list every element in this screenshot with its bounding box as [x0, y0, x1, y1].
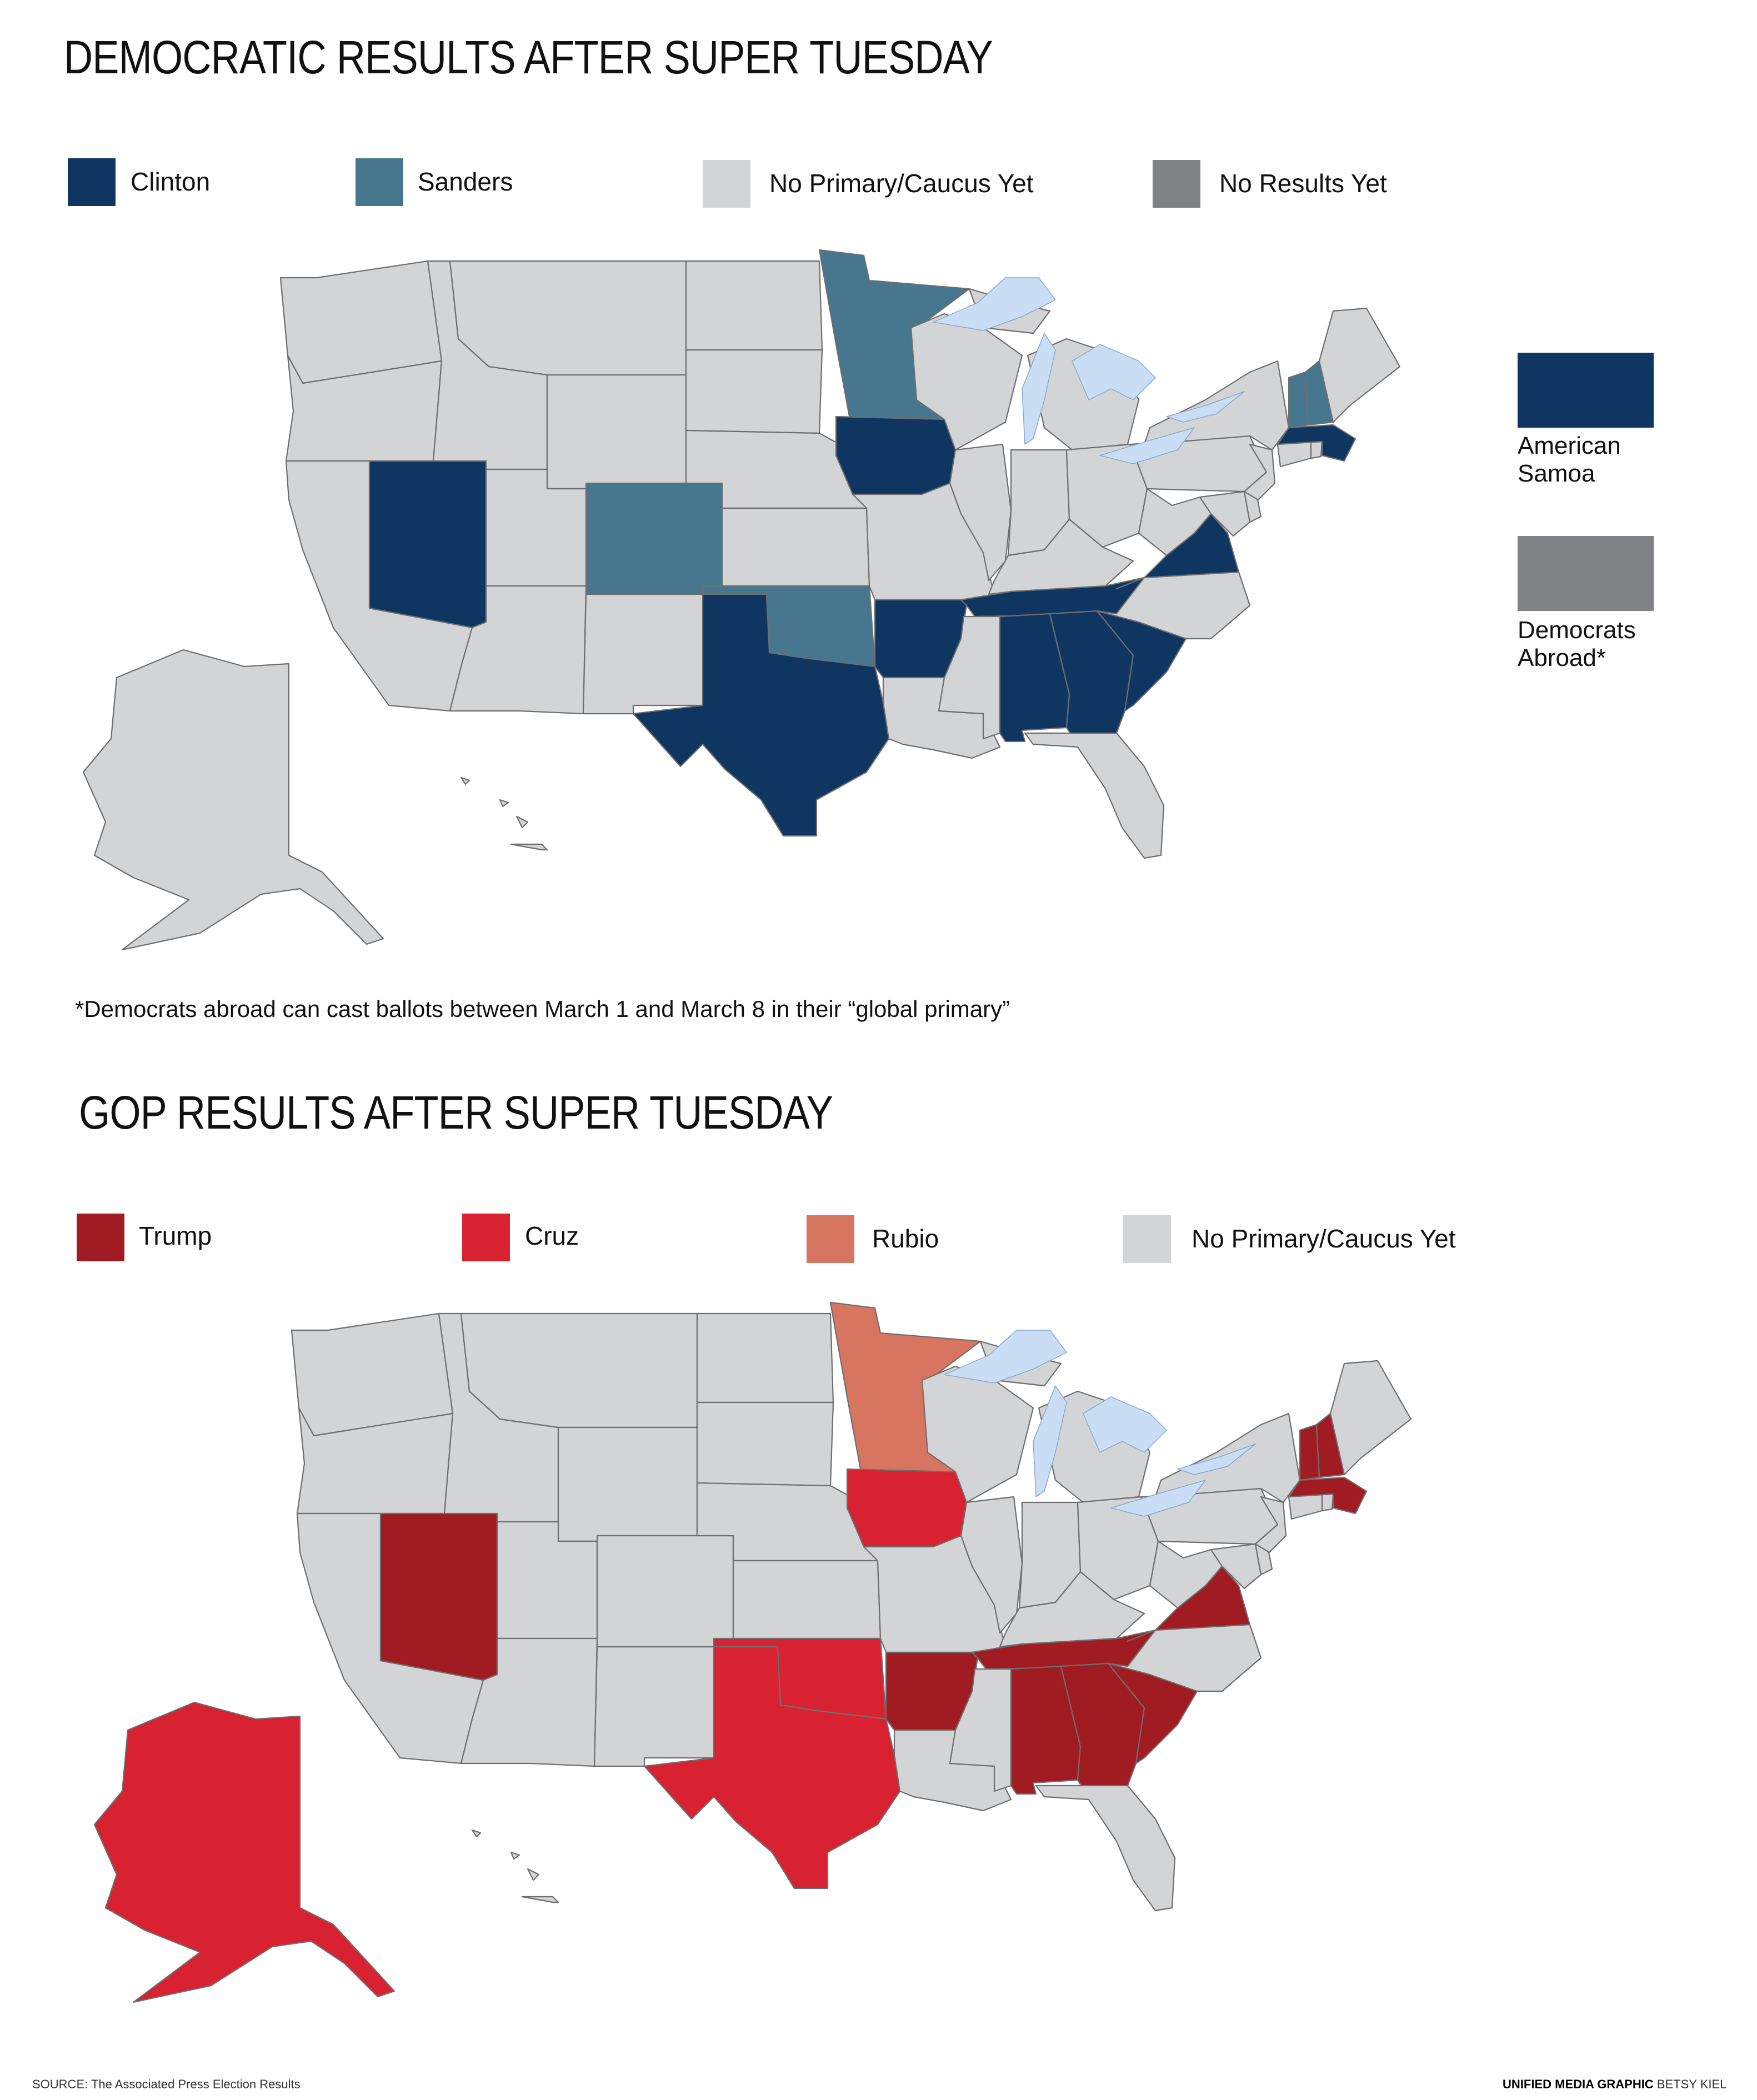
- gop-state-fl: [1035, 1785, 1176, 1912]
- source-note: SOURCE: The Associated Press Election Re…: [32, 2077, 301, 2091]
- legend-label-no-primary-gop: No Primary/Caucus Yet: [1192, 1224, 1456, 1253]
- dem-footnote: *Democrats abroad can cast ballots betwe…: [75, 996, 1010, 1022]
- american-samoa-label: American Samoa: [1518, 432, 1621, 487]
- legend-swatch-no-primary: [703, 160, 750, 208]
- credit-bold: UNIFIED MEDIA GRAPHIC: [1503, 2077, 1654, 2091]
- legend-label-cruz: Cruz: [525, 1221, 579, 1250]
- credit-name: BETSY KIEL: [1656, 2077, 1727, 2091]
- dem-great-lake-2: [1022, 333, 1056, 445]
- dem-state-nj: [1243, 443, 1276, 501]
- legend-swatch-clinton: [68, 158, 116, 206]
- gop-state-md: [1210, 1543, 1262, 1590]
- dem-state-ky: [988, 518, 1134, 595]
- legend-label-no-results: No Results Yet: [1219, 169, 1387, 198]
- legend-swatch-no-results: [1153, 160, 1200, 208]
- legend-swatch-trump: [77, 1214, 124, 1261]
- gop-state-tx: [643, 1646, 901, 1890]
- gop-state-ri: [1321, 1493, 1334, 1512]
- gop-state-ma: [1288, 1476, 1368, 1515]
- legend-label-trump: Trump: [139, 1221, 212, 1250]
- democrats-abroad-label: Democrats Abroad*: [1518, 617, 1636, 671]
- gop-state-ky: [999, 1571, 1145, 1648]
- gop-state-ks: [732, 1560, 882, 1640]
- legend-label-clinton: Clinton: [131, 167, 211, 196]
- dem-state-il: [949, 443, 1012, 582]
- democrats-abroad-swatch: [1518, 536, 1654, 611]
- credit: UNIFIED MEDIA GRAPHIC BETSY KIEL: [1503, 2077, 1726, 2092]
- dem-state-me: [1318, 307, 1401, 423]
- dem-state-ma: [1277, 424, 1356, 462]
- gop-great-lake-3: [1083, 1396, 1167, 1453]
- gop-state-ct: [1288, 1493, 1323, 1520]
- gop-state-sd: [696, 1401, 834, 1487]
- gop-state-mt: [460, 1312, 698, 1429]
- gop-state-nj: [1254, 1496, 1287, 1553]
- gop-great-lake-1: [944, 1330, 1067, 1384]
- dem-title: DEMOCRATIC RESULTS AFTER SUPER TUESDAY: [64, 31, 993, 83]
- gop-state-il: [960, 1496, 1023, 1634]
- dem-map-layer: [82, 249, 1401, 951]
- dem-great-lake-5: [1166, 391, 1245, 423]
- gop-state-co: [596, 1535, 734, 1648]
- gop-state-nv: [379, 1512, 498, 1681]
- legend-swatch-sanders: [356, 158, 403, 206]
- gop-great-lake-4: [1110, 1480, 1206, 1517]
- legend-label-no-primary: No Primary/Caucus Yet: [769, 169, 1034, 198]
- legend-label-rubio: Rubio: [872, 1224, 939, 1253]
- gop-state-ia: [846, 1468, 968, 1548]
- legend-label-sanders: Sanders: [418, 167, 513, 196]
- gop-state-wy: [557, 1426, 698, 1542]
- dem-us-map: [82, 249, 1401, 951]
- legend-swatch-rubio: [807, 1215, 854, 1263]
- legend-swatch-no-primary-gop: [1123, 1215, 1171, 1263]
- gop-state-hi: [471, 1829, 559, 1903]
- dem-state-md: [1199, 490, 1251, 537]
- gop-map-layer: [93, 1301, 1412, 2003]
- dem-state-fl: [1024, 732, 1165, 859]
- gop-great-lake-5: [1177, 1444, 1256, 1475]
- american-samoa-swatch: [1518, 353, 1654, 428]
- dem-state-hi: [460, 776, 548, 851]
- dem-great-lake-1: [933, 277, 1056, 331]
- gop-state-me: [1329, 1360, 1412, 1476]
- gop-title: GOP RESULTS AFTER SUPER TUESDAY: [79, 1086, 833, 1139]
- legend-swatch-cruz: [462, 1214, 510, 1261]
- dem-great-lake-3: [1072, 344, 1156, 400]
- gop-state-ak: [93, 1701, 396, 2003]
- dem-state-ak: [82, 649, 384, 951]
- gop-state-nd: [696, 1312, 834, 1404]
- dem-great-lake-4: [1099, 427, 1195, 464]
- dem-state-tx: [632, 593, 890, 837]
- gop-state-nm: [593, 1646, 715, 1767]
- gop-great-lake-2: [1033, 1385, 1067, 1497]
